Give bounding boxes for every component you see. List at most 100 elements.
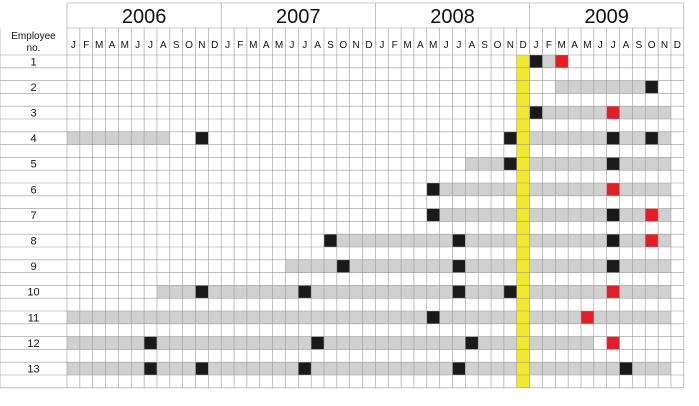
employee-label: 2 — [30, 82, 36, 94]
employee-label: 6 — [30, 184, 36, 196]
red-mark — [645, 208, 659, 222]
red-mark — [555, 55, 569, 68]
employee-label: 4 — [30, 133, 36, 145]
black-mark — [606, 157, 620, 171]
black-mark — [311, 336, 324, 350]
month-label: M — [403, 40, 411, 51]
month-label: J — [598, 40, 603, 51]
month-label: F — [392, 40, 398, 51]
month-label: D — [520, 40, 527, 51]
black-mark — [426, 311, 440, 324]
month-label: D — [365, 40, 372, 51]
red-mark — [606, 336, 620, 350]
month-label: A — [623, 40, 630, 51]
month-label: N — [507, 40, 514, 51]
red-mark — [606, 285, 620, 299]
black-mark — [529, 106, 543, 119]
employee-label: 3 — [30, 108, 36, 120]
red-mark — [606, 106, 620, 119]
black-mark — [606, 208, 620, 222]
black-mark — [619, 362, 633, 375]
month-label: O — [648, 40, 656, 51]
gray-bar — [67, 336, 594, 350]
black-mark — [606, 259, 620, 273]
month-label: O — [185, 40, 193, 51]
black-mark — [503, 131, 517, 145]
black-mark — [452, 259, 466, 273]
month-label: A — [160, 40, 167, 51]
month-label: J — [444, 40, 449, 51]
month-label: M — [429, 40, 437, 51]
gray-bar — [555, 80, 646, 94]
year-label: 2009 — [584, 6, 629, 28]
month-label: D — [674, 40, 681, 51]
employee-label: 11 — [28, 312, 39, 324]
month-label: N — [661, 40, 668, 51]
month-label: A — [109, 40, 116, 51]
black-mark — [606, 234, 620, 247]
black-mark — [298, 285, 312, 299]
month-label: A — [571, 40, 578, 51]
month-label: F — [83, 40, 89, 51]
black-mark — [336, 259, 350, 273]
month-label: A — [417, 40, 424, 51]
gray-bar — [465, 157, 504, 171]
month-label: M — [95, 40, 103, 51]
month-label: N — [198, 40, 205, 51]
month-label: N — [353, 40, 360, 51]
month-label: D — [211, 40, 218, 51]
black-mark — [144, 362, 157, 375]
month-label: O — [494, 40, 502, 51]
employee-header: Employee no. — [11, 31, 56, 54]
month-label: M — [583, 40, 591, 51]
black-mark — [195, 131, 209, 145]
black-mark — [144, 336, 157, 350]
month-label: J — [225, 40, 230, 51]
month-label: A — [314, 40, 321, 51]
month-label: J — [289, 40, 294, 51]
employee-label: 7 — [30, 210, 36, 222]
gray-bar — [529, 131, 671, 145]
month-label: J — [135, 40, 140, 51]
black-mark — [529, 55, 543, 68]
employee-label: 8 — [30, 236, 36, 248]
gray-bar — [529, 157, 671, 171]
month-label: A — [468, 40, 475, 51]
employee-label: 10 — [27, 287, 39, 299]
month-label: J — [534, 40, 539, 51]
month-label: M — [558, 40, 566, 51]
month-label: J — [379, 40, 384, 51]
gray-bar — [67, 362, 671, 375]
black-mark — [503, 285, 517, 299]
black-mark — [645, 131, 659, 145]
employee-label: 13 — [27, 364, 39, 376]
year-label: 2007 — [276, 6, 321, 28]
black-mark — [452, 234, 466, 247]
black-mark — [324, 234, 337, 247]
black-mark — [426, 183, 440, 196]
month-label: S — [173, 40, 180, 51]
month-label: F — [546, 40, 552, 51]
red-mark — [645, 234, 659, 247]
black-mark — [503, 157, 517, 171]
month-label: F — [237, 40, 243, 51]
month-label: J — [611, 40, 616, 51]
black-mark — [645, 80, 659, 94]
month-label: O — [339, 40, 347, 51]
month-label: S — [481, 40, 488, 51]
month-label: S — [635, 40, 642, 51]
employee-label: 1 — [30, 56, 36, 68]
month-label: M — [121, 40, 129, 51]
month-label: J — [71, 40, 76, 51]
employee-label: 12 — [27, 338, 39, 350]
year-label: 2008 — [430, 6, 475, 28]
month-label: J — [302, 40, 307, 51]
month-label: M — [275, 40, 283, 51]
month-label: M — [249, 40, 257, 51]
month-label: A — [263, 40, 270, 51]
black-mark — [452, 285, 466, 299]
year-label: 2006 — [122, 6, 167, 28]
red-mark — [606, 183, 620, 196]
employee-label: 9 — [30, 261, 36, 273]
